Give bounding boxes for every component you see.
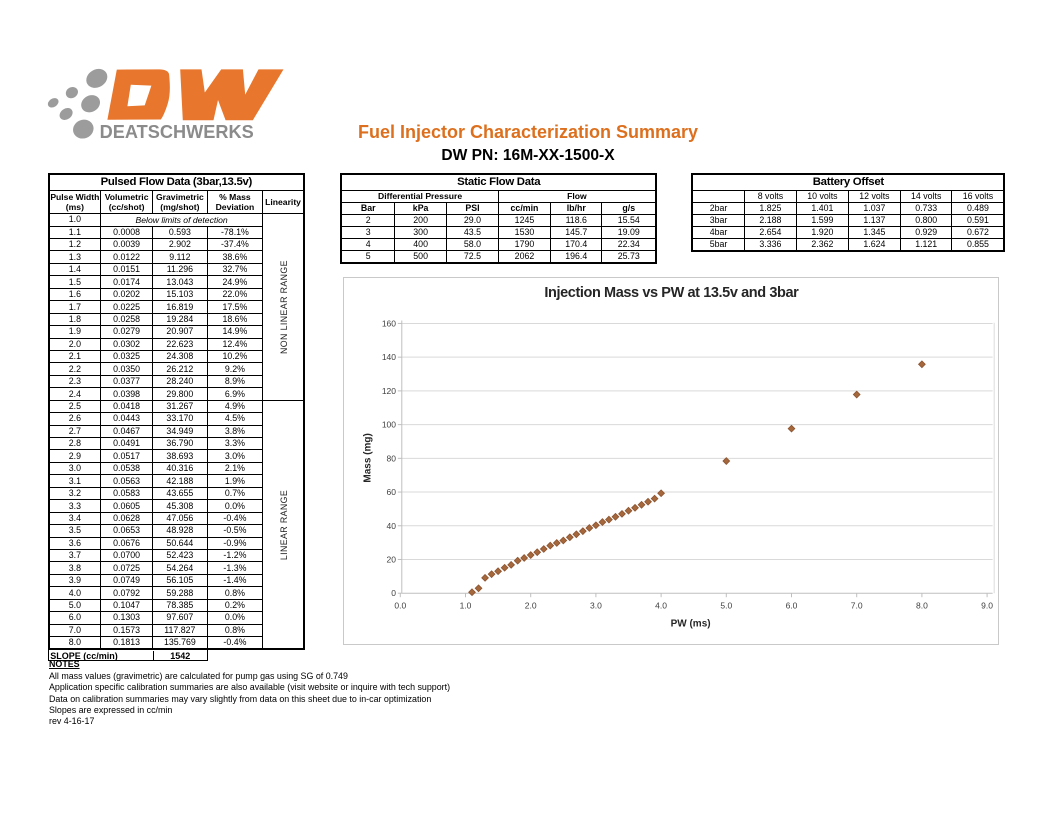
svg-text:9.0: 9.0 <box>982 601 994 611</box>
svg-text:120: 120 <box>382 386 396 396</box>
svg-text:DEATSCHWERKS: DEATSCHWERKS <box>100 122 254 142</box>
svg-text:5.0: 5.0 <box>721 601 733 611</box>
svg-text:80: 80 <box>387 453 397 463</box>
svg-text:140: 140 <box>382 352 396 362</box>
svg-text:8.0: 8.0 <box>916 601 928 611</box>
svg-text:100: 100 <box>382 420 396 430</box>
svg-text:PW (ms): PW (ms) <box>671 619 711 630</box>
svg-text:20: 20 <box>387 554 397 564</box>
svg-text:3.0: 3.0 <box>590 601 602 611</box>
svg-text:7.0: 7.0 <box>851 601 863 611</box>
svg-text:40: 40 <box>387 521 397 531</box>
svg-text:160: 160 <box>382 318 396 328</box>
svg-text:4.0: 4.0 <box>656 601 668 611</box>
svg-text:0.0: 0.0 <box>395 601 407 611</box>
svg-text:60: 60 <box>387 487 397 497</box>
svg-text:0: 0 <box>392 588 397 598</box>
svg-text:2.0: 2.0 <box>525 601 537 611</box>
svg-text:1.0: 1.0 <box>460 601 472 611</box>
svg-text:6.0: 6.0 <box>786 601 798 611</box>
svg-text:Mass (mg): Mass (mg) <box>363 433 374 482</box>
